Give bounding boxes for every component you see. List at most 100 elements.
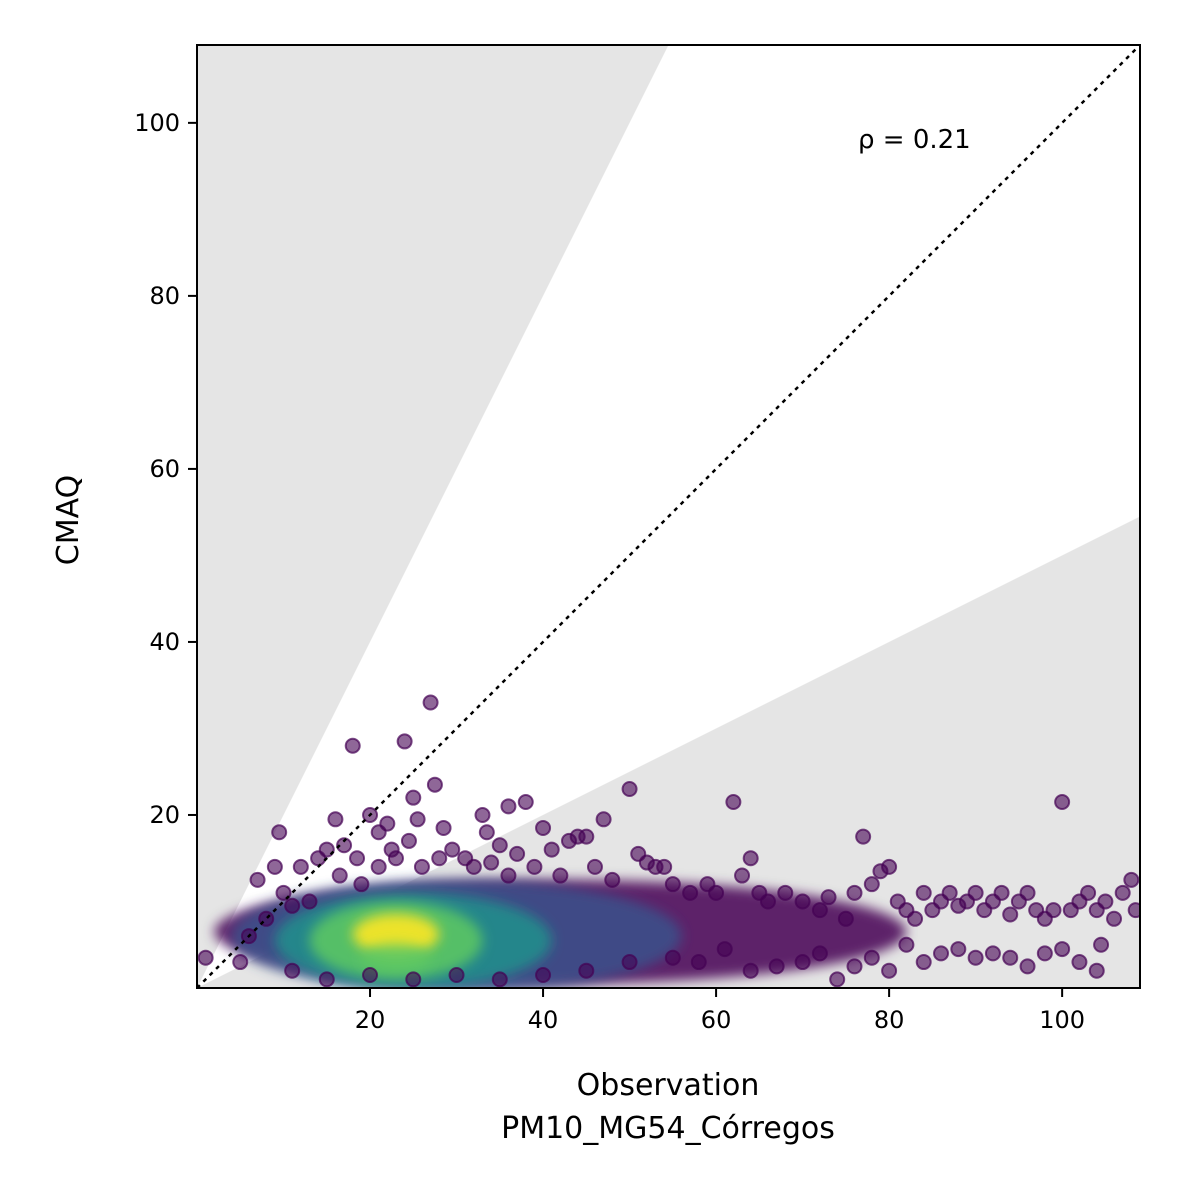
density-blob bbox=[352, 913, 440, 956]
y-axis-ticks: 20 40 60 80 100 bbox=[134, 109, 197, 829]
scatter-point bbox=[1002, 906, 1019, 923]
y-tick-label: 100 bbox=[134, 109, 180, 137]
one-to-one-line bbox=[197, 45, 1140, 988]
scatter-point bbox=[491, 971, 508, 988]
y-axis-label: CMAQ bbox=[51, 475, 86, 565]
scatter-point bbox=[517, 793, 534, 810]
scatter-point bbox=[578, 828, 595, 845]
scatter-point bbox=[811, 902, 828, 919]
scatter-point bbox=[621, 954, 638, 971]
scatter-point bbox=[232, 954, 249, 971]
scatter-point bbox=[682, 884, 699, 901]
scatter-point bbox=[362, 967, 379, 984]
scatter-point bbox=[448, 967, 465, 984]
scatter-point bbox=[664, 876, 681, 893]
scatter-point bbox=[1036, 945, 1053, 962]
scatter-point bbox=[284, 962, 301, 979]
scatter-point bbox=[604, 871, 621, 888]
scatter-point bbox=[933, 945, 950, 962]
scatter-point bbox=[400, 832, 417, 849]
scatter-point bbox=[993, 884, 1010, 901]
scatter-point bbox=[271, 824, 288, 841]
y-tick-label: 80 bbox=[149, 282, 180, 310]
scatter-point bbox=[595, 811, 612, 828]
scatter-point bbox=[578, 962, 595, 979]
scatter-point bbox=[690, 954, 707, 971]
scatter-point bbox=[301, 893, 318, 910]
scatter-point bbox=[967, 884, 984, 901]
scatter-point bbox=[405, 789, 422, 806]
scatter-point bbox=[552, 867, 569, 884]
scatter-point bbox=[881, 858, 898, 875]
scatter-point bbox=[811, 945, 828, 962]
scatter-point bbox=[422, 694, 439, 711]
scatter-point bbox=[768, 958, 785, 975]
scatter-point bbox=[1045, 902, 1062, 919]
scatter-point bbox=[327, 811, 344, 828]
scatter-point bbox=[197, 949, 214, 966]
scatter-point bbox=[907, 910, 924, 927]
scatter-point bbox=[881, 962, 898, 979]
scatter-point bbox=[1019, 884, 1036, 901]
scatter-point bbox=[444, 841, 461, 858]
scatter-point bbox=[759, 893, 776, 910]
scatter-point bbox=[370, 858, 387, 875]
scatter-point bbox=[336, 837, 353, 854]
scatter-point bbox=[1127, 902, 1140, 919]
scatter-point bbox=[1106, 910, 1123, 927]
shade-upper-region bbox=[197, 45, 669, 988]
scatter-point bbox=[1114, 884, 1131, 901]
scatter-point bbox=[586, 858, 603, 875]
scatter-points bbox=[197, 694, 1140, 988]
scatter-point bbox=[915, 954, 932, 971]
density-cloud bbox=[214, 879, 907, 988]
shade-lower-region bbox=[197, 516, 1140, 988]
scatter-point bbox=[509, 845, 526, 862]
correlation-annotation: ρ = 0.21 bbox=[858, 125, 971, 155]
scatter-point bbox=[716, 941, 733, 958]
scatter-point bbox=[405, 971, 422, 988]
scatter-point bbox=[1123, 871, 1140, 888]
x-tick-label: 100 bbox=[1039, 1006, 1085, 1034]
scatter-point bbox=[292, 858, 309, 875]
scatter-point bbox=[734, 867, 751, 884]
scatter-point bbox=[829, 971, 846, 988]
scatter-point bbox=[846, 884, 863, 901]
scatter-point bbox=[431, 850, 448, 867]
scatter-point bbox=[500, 867, 517, 884]
scatter-point bbox=[984, 945, 1001, 962]
scatter-point bbox=[344, 737, 361, 754]
scatter-point bbox=[396, 733, 413, 750]
scatter-point bbox=[1019, 958, 1036, 975]
x-tick-label: 60 bbox=[701, 1006, 732, 1034]
scatter-point bbox=[543, 841, 560, 858]
x-axis-sublabel: PM10_MG54_Córregos bbox=[501, 1111, 835, 1146]
scatter-point bbox=[742, 850, 759, 867]
scatter-point bbox=[777, 884, 794, 901]
scatter-point bbox=[331, 867, 348, 884]
scatter-point bbox=[621, 781, 638, 798]
scatter-point bbox=[1093, 936, 1110, 953]
scatter-point bbox=[535, 967, 552, 984]
scatter-point bbox=[1071, 954, 1088, 971]
scatter-point bbox=[1080, 884, 1097, 901]
scatter-point bbox=[409, 811, 426, 828]
x-tick-label: 40 bbox=[528, 1006, 559, 1034]
scatter-point bbox=[1088, 962, 1105, 979]
scatter-point bbox=[863, 949, 880, 966]
scatter-point bbox=[820, 889, 837, 906]
scatter-point bbox=[526, 858, 543, 875]
scatter-point bbox=[863, 876, 880, 893]
scatter-point bbox=[474, 806, 491, 823]
scatter-point bbox=[855, 828, 872, 845]
y-tick-label: 20 bbox=[149, 801, 180, 829]
scatter-point bbox=[1054, 793, 1071, 810]
scatter-point bbox=[349, 850, 366, 867]
scatter-point bbox=[794, 893, 811, 910]
scatter-point bbox=[656, 858, 673, 875]
scatter-point bbox=[1097, 893, 1114, 910]
scatter-point bbox=[837, 910, 854, 927]
scatter-point bbox=[708, 884, 725, 901]
density-blob bbox=[361, 943, 431, 972]
